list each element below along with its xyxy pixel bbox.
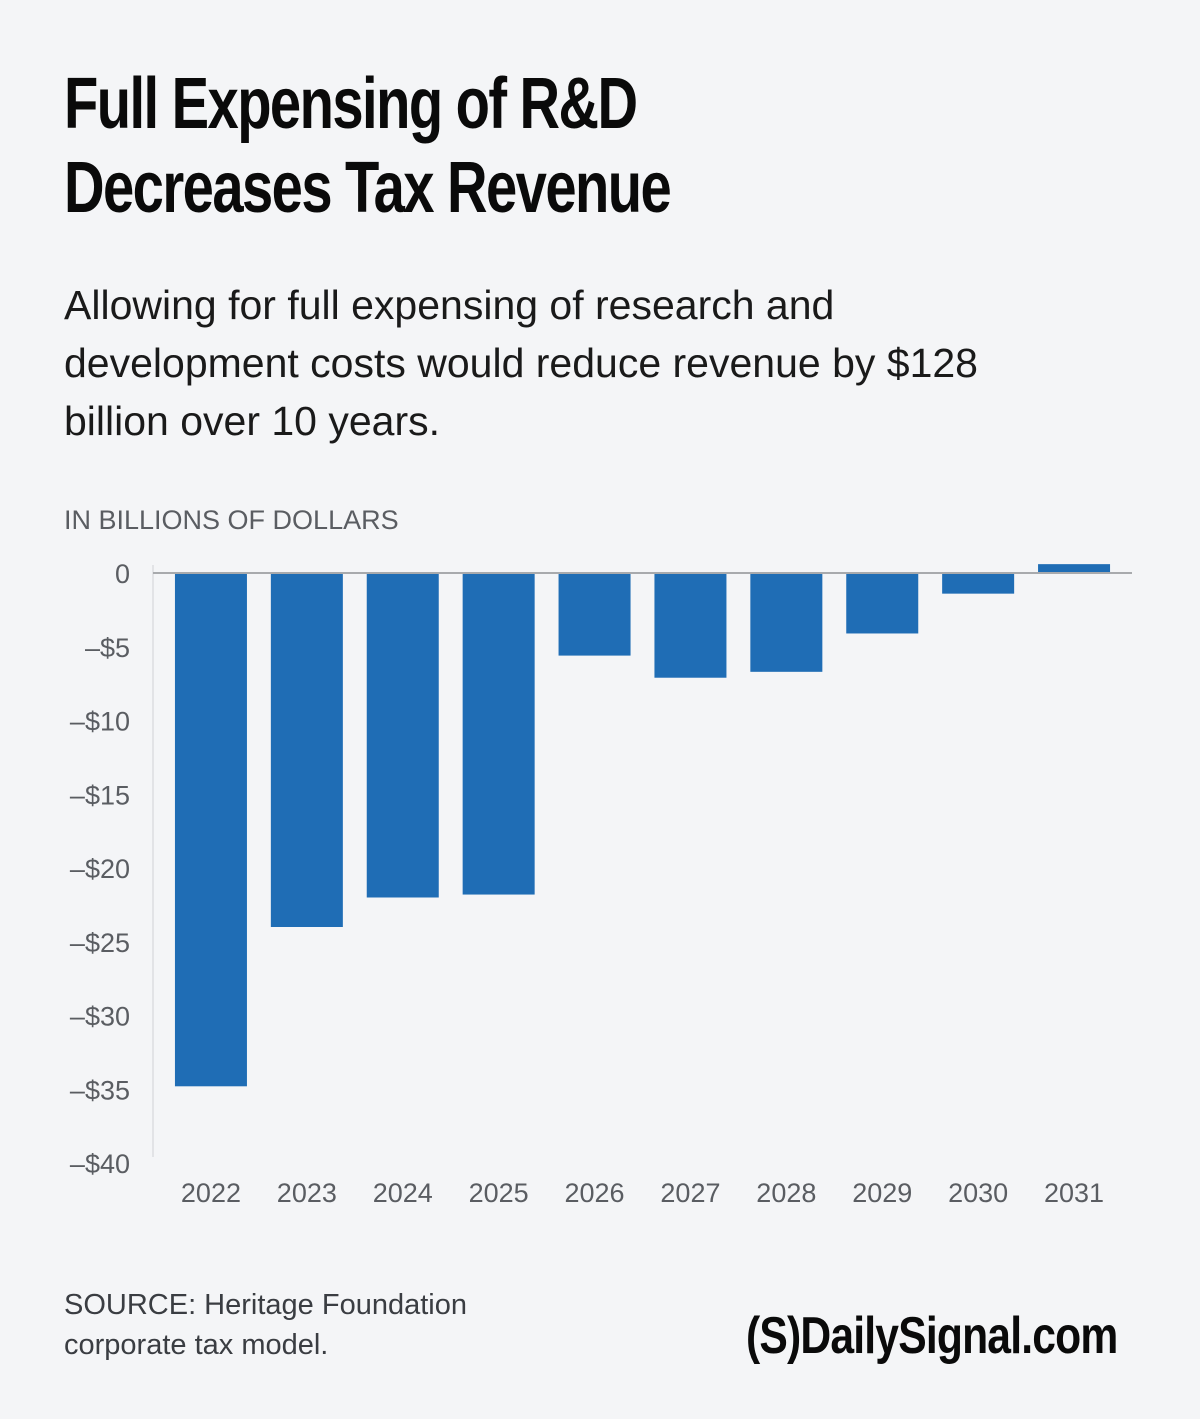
source-line-1: SOURCE: Heritage Foundation (64, 1289, 467, 1321)
dailysignal-logo[interactable]: (S)DailySignal.com (746, 1307, 1118, 1365)
y-tick-label: –$15 (70, 780, 130, 810)
bar-2027 (654, 573, 727, 678)
bar-2023 (270, 573, 343, 927)
y-tick-label: 0 (115, 559, 130, 589)
bar-2030 (942, 573, 1015, 594)
y-tick-label: –$10 (70, 707, 130, 737)
x-tick-label: 2030 (948, 1178, 1008, 1208)
bar-2029 (846, 573, 919, 634)
bar-2022 (174, 573, 247, 1087)
x-tick-label: 2025 (469, 1178, 529, 1208)
bar-2028 (750, 573, 823, 672)
chart-title: Full Expensing of R&D Decreases Tax Reve… (64, 62, 672, 230)
y-tick-label: –$25 (70, 928, 130, 958)
bar-2026 (558, 573, 631, 656)
bar-2025 (462, 573, 535, 895)
y-tick-label: –$20 (70, 854, 130, 884)
x-tick-label: 2029 (852, 1178, 912, 1208)
x-tick-label: 2026 (565, 1178, 625, 1208)
x-tick-label: 2023 (277, 1178, 337, 1208)
y-tick-label: –$35 (70, 1075, 130, 1105)
x-tick-label: 2031 (1044, 1178, 1104, 1208)
source-line-2: corporate tax model. (64, 1329, 329, 1361)
bar-2024 (366, 573, 439, 898)
y-tick-label: –$30 (70, 1002, 130, 1032)
x-tick-label: 2027 (660, 1178, 720, 1208)
y-tick-label: –$40 (70, 1149, 130, 1179)
title-line-1: Full Expensing of R&D (64, 64, 638, 144)
bar-2031 (1038, 564, 1111, 573)
y-axis-label: IN BILLIONS OF DOLLARS (64, 505, 399, 535)
x-tick-label: 2024 (373, 1178, 433, 1208)
source-note: SOURCE: Heritage Foundation corporate ta… (64, 1285, 467, 1365)
chart-subtitle: Allowing for full expensing of research … (64, 282, 978, 444)
title-line-2: Decreases Tax Revenue (64, 148, 672, 228)
x-tick-label: 2022 (181, 1178, 241, 1208)
x-tick-label: 2028 (756, 1178, 816, 1208)
y-tick-label: –$5 (85, 633, 130, 663)
